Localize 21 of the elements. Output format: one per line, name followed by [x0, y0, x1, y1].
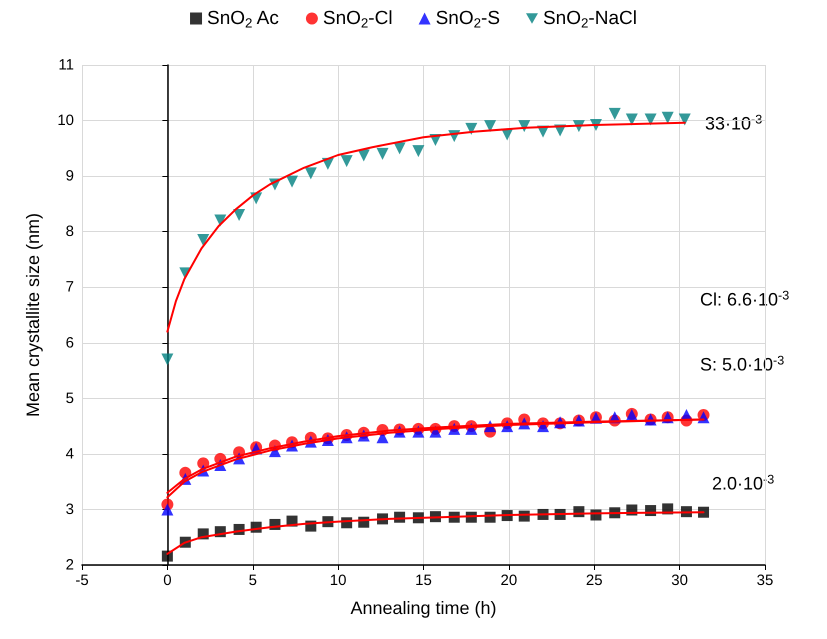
- x-tick-label: 5: [248, 572, 257, 589]
- y-tick-label: 10: [57, 112, 74, 130]
- y-tick-label: 5: [66, 390, 74, 407]
- x-tick-label: -5: [75, 572, 89, 589]
- x-tick-label: 25: [586, 572, 603, 589]
- y-tick-label: 9: [66, 168, 74, 185]
- x-tick-label: 30: [671, 572, 688, 589]
- x-tick-label: 10: [330, 572, 346, 589]
- y-tick-label: 2: [66, 556, 74, 574]
- y-tick-label: 3: [66, 500, 74, 518]
- y-tick-label: 8: [66, 223, 74, 240]
- y-tick-label: 7: [66, 278, 74, 296]
- x-tick-label: 20: [500, 572, 518, 589]
- x-axis-title: Annealing time (h): [350, 598, 497, 618]
- y-tick-label: 11: [58, 56, 74, 74]
- x-tick-label: 15: [415, 572, 432, 589]
- x-tick-label: 35: [756, 572, 774, 589]
- x-tick-label: 0: [163, 572, 172, 589]
- y-tick-label: 6: [66, 334, 74, 352]
- y-tick-label: 4: [66, 445, 74, 462]
- y-axis-title: Mean crystallite size (nm): [23, 212, 43, 418]
